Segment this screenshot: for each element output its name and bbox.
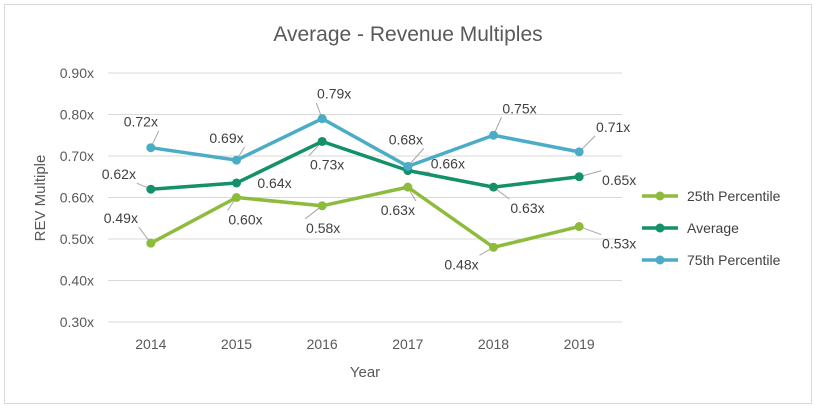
data-point bbox=[317, 136, 327, 146]
data-label: 0.60x bbox=[228, 212, 262, 228]
legend-label: 75th Percentile bbox=[687, 252, 781, 268]
data-point bbox=[489, 242, 498, 252]
data-label: 0.73x bbox=[310, 156, 344, 172]
chart-title: Average - Revenue Multiples bbox=[273, 23, 542, 46]
data-point bbox=[574, 172, 584, 182]
data-label: 0.75x bbox=[502, 100, 536, 116]
data-labels: 0.49x 0.60x 0.58x 0.63x 0.48x 0.53x 0.62x 0.64x… bbox=[102, 86, 637, 273]
data-label: 0.71x bbox=[596, 119, 630, 135]
data-label: 0.79x bbox=[317, 86, 351, 102]
x-tick-label: 2015 bbox=[221, 336, 252, 352]
series-lines bbox=[150, 116, 580, 250]
data-point bbox=[232, 178, 241, 188]
data-label: 0.64x bbox=[257, 175, 291, 191]
data-point bbox=[232, 193, 241, 202]
data-label: 0.62x bbox=[102, 166, 136, 182]
legend-item: Average bbox=[642, 220, 739, 236]
data-label: 0.58x bbox=[306, 220, 340, 236]
label-leader-lines bbox=[136, 102, 602, 256]
data-label: 0.72x bbox=[124, 114, 158, 130]
x-axis-label: Year bbox=[350, 364, 380, 381]
series-line bbox=[150, 139, 580, 191]
data-point bbox=[489, 182, 498, 192]
y-axis-ticks: 0.30x 0.40x 0.50x 0.60x 0.70x 0.80x 0.90x bbox=[60, 65, 94, 330]
y-tick-label: 0.50x bbox=[60, 231, 94, 247]
data-point bbox=[146, 143, 156, 153]
legend-label: Average bbox=[687, 220, 739, 236]
data-point bbox=[317, 114, 327, 124]
y-tick-label: 0.70x bbox=[60, 148, 94, 164]
legend-swatch-marker bbox=[655, 255, 665, 265]
data-point bbox=[232, 155, 241, 165]
series-line bbox=[150, 116, 580, 169]
data-label: 0.65x bbox=[602, 172, 636, 188]
legend-swatch-marker bbox=[655, 191, 665, 201]
data-point bbox=[403, 161, 413, 171]
data-label: 0.66x bbox=[431, 156, 465, 172]
data-point bbox=[574, 147, 584, 157]
data-label: 0.63x bbox=[381, 202, 415, 218]
x-axis-ticks: 2014 2015 2016 2017 2018 2019 bbox=[135, 336, 595, 352]
data-label: 0.48x bbox=[444, 256, 478, 272]
legend-label: 25th Percentile bbox=[687, 188, 781, 204]
x-tick-label: 2014 bbox=[135, 336, 166, 352]
y-tick-label: 0.40x bbox=[60, 273, 94, 289]
series-line bbox=[150, 185, 580, 250]
chart-frame bbox=[4, 4, 812, 404]
y-tick-label: 0.90x bbox=[60, 65, 94, 81]
x-tick-label: 2017 bbox=[392, 336, 423, 352]
legend-item: 75th Percentile bbox=[642, 252, 781, 268]
data-point bbox=[403, 182, 413, 192]
data-point bbox=[317, 201, 327, 211]
x-tick-label: 2018 bbox=[478, 336, 509, 352]
series-points bbox=[146, 114, 584, 252]
data-label: 0.68x bbox=[389, 131, 423, 147]
x-tick-label: 2019 bbox=[564, 336, 595, 352]
y-axis-label: REV Multiple bbox=[32, 155, 49, 242]
legend-item: 25th Percentile bbox=[642, 188, 781, 204]
y-tick-label: 0.60x bbox=[60, 190, 94, 206]
data-label: 0.49x bbox=[104, 210, 138, 226]
data-label: 0.63x bbox=[510, 200, 544, 216]
x-tick-label: 2016 bbox=[307, 336, 338, 352]
data-point bbox=[146, 184, 156, 194]
data-label: 0.53x bbox=[602, 236, 636, 252]
y-tick-label: 0.80x bbox=[60, 107, 94, 123]
legend-swatch-marker bbox=[655, 223, 665, 233]
y-tick-label: 0.30x bbox=[60, 314, 94, 330]
legend: 25th Percentile Average 75th Percentile bbox=[642, 188, 781, 268]
data-point bbox=[574, 222, 584, 232]
data-label: 0.69x bbox=[209, 130, 243, 146]
data-point bbox=[489, 130, 498, 140]
data-point bbox=[146, 238, 156, 248]
